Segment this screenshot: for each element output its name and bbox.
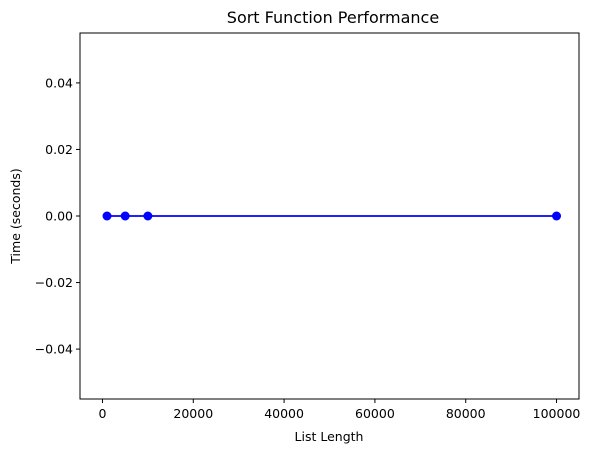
x-tick-label: 60000 xyxy=(355,406,395,421)
y-tick-label: −0.02 xyxy=(35,275,73,290)
axis-ticks: 0 20000 40000 60000 80000 100000 −0.04 −0.02 0.0… xyxy=(35,75,581,421)
x-tick-label: 80000 xyxy=(446,406,486,421)
axes-frame xyxy=(79,32,580,400)
y-tick-label: 0.00 xyxy=(45,209,73,224)
x-axis-label: List Length xyxy=(295,429,364,444)
x-tick-label: 0 xyxy=(98,406,106,421)
data-point xyxy=(552,211,562,221)
y-tick-label: 0.02 xyxy=(45,142,73,157)
data-point xyxy=(120,211,130,221)
x-tick-label: 100000 xyxy=(533,406,581,421)
data-point xyxy=(143,211,153,221)
data-point xyxy=(102,211,112,221)
chart-title: Sort Function Performance xyxy=(227,8,439,27)
y-axis-label: Time (seconds) xyxy=(8,168,23,264)
y-tick-label: 0.04 xyxy=(45,75,73,90)
y-tick-label: −0.04 xyxy=(35,342,73,357)
x-tick-label: 40000 xyxy=(264,406,304,421)
x-tick-label: 20000 xyxy=(173,406,213,421)
plot-area xyxy=(102,211,562,221)
